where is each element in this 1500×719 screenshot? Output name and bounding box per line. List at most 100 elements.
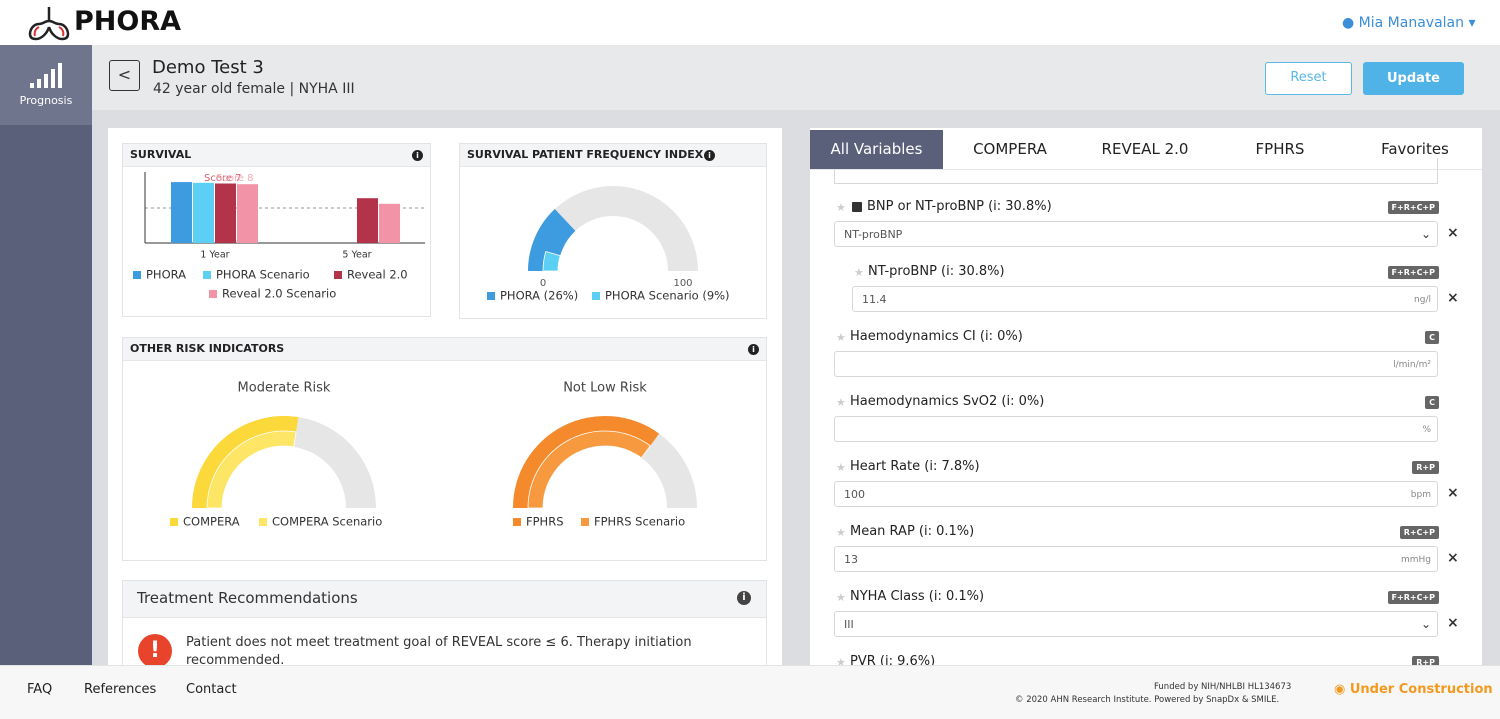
- variable-label: Haemodynamics SvO2 (i: 0%): [850, 394, 1045, 409]
- select-arrow: ⌄: [1420, 227, 1431, 241]
- footer-link[interactable]: Contact: [186, 682, 237, 697]
- prognosis-icon: [30, 63, 62, 88]
- legend-label: COMPERA: [183, 515, 240, 529]
- annotation: Score 8: [216, 173, 254, 184]
- treatment-header: [123, 581, 766, 618]
- favorite-star[interactable]: ★: [836, 396, 846, 409]
- input-unit: bpm: [1410, 490, 1431, 500]
- clear-button[interactable]: ×: [1447, 550, 1459, 566]
- bar: [237, 184, 258, 243]
- variable-badge: C: [1425, 331, 1439, 344]
- legend-label: PHORA: [146, 268, 186, 282]
- tab[interactable]: FPHRS: [1255, 140, 1305, 158]
- clear-button[interactable]: ×: [1447, 485, 1459, 501]
- clear-button[interactable]: ×: [1447, 290, 1459, 306]
- select-arrow: ⌄: [1420, 617, 1431, 631]
- favorite-star[interactable]: ★: [836, 656, 846, 665]
- user-name: Mia Manavalan: [1358, 15, 1464, 31]
- variable-badge: F+R+C+P: [1387, 591, 1439, 604]
- text-input[interactable]: l/min/m²: [834, 351, 1438, 377]
- input-value: 13: [844, 553, 858, 566]
- input-unit: mmHg: [1400, 555, 1431, 565]
- annotation: Score 7: [204, 173, 242, 184]
- legend-label: Reveal 2.0 Scenario: [222, 287, 336, 301]
- variable-label: Heart Rate (i: 7.8%): [850, 459, 980, 474]
- nav-prognosis[interactable]: Prognosis: [0, 45, 92, 125]
- gauge-tick-label: 0: [540, 278, 546, 289]
- tab[interactable]: All Variables: [810, 130, 943, 169]
- legend-swatch: [259, 518, 267, 526]
- footer-link[interactable]: FAQ: [27, 682, 53, 697]
- x-tick-label: 5 Year: [342, 250, 371, 261]
- legend-label: PHORA Scenario: [216, 268, 310, 282]
- tab[interactable]: COMPERA: [973, 140, 1047, 158]
- legend-swatch: [133, 271, 141, 279]
- status: ◉ Under Construction: [1334, 682, 1493, 697]
- previous-select[interactable]: [834, 158, 1438, 184]
- user-menu[interactable]: ● Mia Manavalan ▾: [1342, 15, 1476, 31]
- select-input[interactable]: III ⌄: [834, 611, 1438, 637]
- legend-label: FPHRS Scenario: [594, 515, 685, 529]
- legend-label: Reveal 2.0: [347, 268, 408, 282]
- status-text: Under Construction: [1349, 682, 1493, 697]
- variable-label: Mean RAP (i: 0.1%): [850, 524, 975, 539]
- favorite-star[interactable]: ★: [836, 591, 846, 604]
- info-icon[interactable]: i: [704, 150, 715, 161]
- variable-label: Haemodynamics CI (i: 0%): [850, 329, 1023, 344]
- back-button[interactable]: <: [109, 60, 140, 91]
- clear-button[interactable]: ×: [1447, 225, 1459, 241]
- favorite-star[interactable]: ★: [836, 331, 846, 344]
- tab-divider: [810, 169, 1482, 170]
- variable-badge: R+P: [1412, 461, 1439, 474]
- legend-label: FPHRS: [526, 515, 564, 529]
- input-value: 11.4: [862, 293, 887, 306]
- frequency-panel: SURVIVAL PATIENT FREQUENCY INDEX i: [459, 143, 767, 319]
- logo-text: PHORA: [74, 6, 182, 37]
- text-input[interactable]: 11.4 ng/l: [852, 286, 1438, 312]
- footer-link[interactable]: References: [84, 682, 157, 697]
- funding: Funded by NIH/NHLBI HL134673: [1154, 682, 1292, 692]
- favorite-star[interactable]: ★: [836, 526, 846, 539]
- input-unit: ng/l: [1414, 295, 1431, 305]
- text-input[interactable]: 100 bpm: [834, 481, 1438, 507]
- top-bar: PHORA ● Mia Manavalan ▾: [0, 0, 1500, 45]
- info-icon[interactable]: i: [748, 344, 759, 355]
- favorite-star[interactable]: ★: [836, 461, 846, 474]
- legend-swatch: [170, 518, 178, 526]
- copyright: © 2020 AHN Research Institute. Powered b…: [1015, 695, 1280, 705]
- bar: [379, 203, 400, 243]
- bar: [357, 198, 378, 243]
- legend-swatch: [581, 518, 589, 526]
- variable-label: PVR (i: 9.6%): [850, 654, 936, 665]
- variable-label: NYHA Class (i: 0.1%): [850, 589, 985, 604]
- collapse-icon[interactable]: [852, 202, 862, 212]
- legend-swatch: [203, 271, 211, 279]
- clear-button[interactable]: ×: [1447, 615, 1459, 631]
- update-button[interactable]: Update: [1363, 62, 1464, 95]
- favorite-star[interactable]: ★: [836, 201, 846, 214]
- nav-label: Prognosis: [19, 94, 73, 107]
- legend-swatch: [334, 271, 342, 279]
- bar: [215, 183, 236, 243]
- sidebar: Prognosis: [0, 45, 92, 665]
- gauge-arc: [542, 250, 561, 272]
- tab[interactable]: Favorites: [1381, 140, 1449, 158]
- info-icon[interactable]: i: [412, 150, 423, 161]
- footer: Funded by NIH/NHLBI HL134673 © 2020 AHN …: [0, 665, 1500, 719]
- text-input[interactable]: %: [834, 416, 1438, 442]
- text-input[interactable]: 13 mmHg: [834, 546, 1438, 572]
- legend-label: COMPERA Scenario: [272, 515, 382, 529]
- reset-button[interactable]: Reset: [1265, 62, 1352, 95]
- tab[interactable]: REVEAL 2.0: [1101, 140, 1189, 158]
- patient-bar: < Demo Test 3 42 year old female | NYHA …: [92, 45, 1500, 110]
- variable-label: NT-proBNP (i: 30.8%): [868, 264, 1005, 279]
- favorite-star[interactable]: ★: [854, 266, 864, 279]
- input-unit: %: [1422, 425, 1431, 435]
- gauge-title: Moderate Risk: [238, 381, 331, 396]
- gauge-arc: [206, 430, 297, 509]
- select-input[interactable]: NT-proBNP ⌄: [834, 221, 1438, 247]
- info-icon[interactable]: i: [737, 591, 751, 605]
- bar: [193, 182, 214, 243]
